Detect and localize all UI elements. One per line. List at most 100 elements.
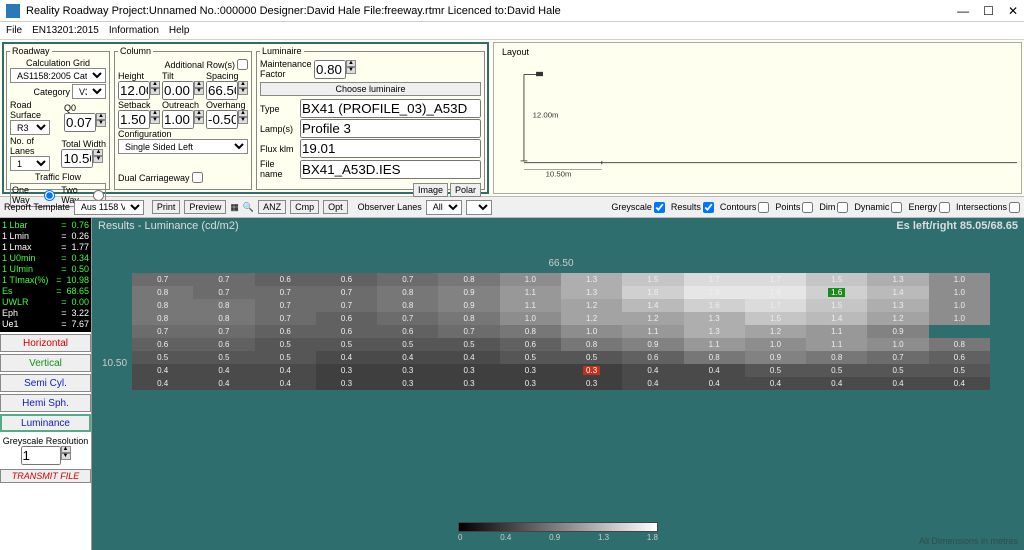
menu-file[interactable]: File <box>6 25 22 36</box>
file-input[interactable] <box>300 160 481 179</box>
minimize-button[interactable]: — <box>957 4 969 18</box>
menu-information[interactable]: Information <box>109 25 159 36</box>
type-input[interactable] <box>300 99 481 118</box>
type-label: Type <box>260 104 298 114</box>
lum-cell: 1.0 <box>500 312 561 325</box>
layout-title: Layout <box>502 47 1017 57</box>
menu-help[interactable]: Help <box>169 25 190 36</box>
chk-Intersections[interactable] <box>1009 202 1020 213</box>
lum-cell: 0.8 <box>193 312 254 325</box>
one-way-radio[interactable] <box>44 190 55 201</box>
lanes-select[interactable]: 1 <box>10 156 50 171</box>
outreach-input[interactable] <box>162 110 194 129</box>
column-panel: Column Additional Row(s) Height▲▼ Tilt▲▼… <box>114 46 252 190</box>
window-title: Reality Roadway Project:Unnamed No.:0000… <box>26 5 957 17</box>
spacing-input[interactable] <box>206 81 238 100</box>
lum-cell: 1.6 <box>806 286 867 299</box>
chk-Energy[interactable] <box>939 202 950 213</box>
config-select[interactable]: Single Sided Left <box>118 139 248 154</box>
hemi-sph-button[interactable]: Hemi Sph. <box>0 394 91 412</box>
chk-Contours[interactable] <box>758 202 769 213</box>
semi-cyl-button[interactable]: Semi Cyl. <box>0 374 91 392</box>
tool-icon-2[interactable]: 🔍 <box>243 202 254 213</box>
opt-button[interactable]: Opt <box>323 200 348 214</box>
chk-Dim[interactable] <box>837 202 848 213</box>
height-input[interactable] <box>118 81 150 100</box>
lum-cell: 1.2 <box>622 312 683 325</box>
lum-cell: 1.2 <box>745 325 806 338</box>
category-select[interactable]: V3 <box>72 84 106 99</box>
lum-cell: 1.3 <box>867 273 928 286</box>
grey-res-label: Greyscale Resolution <box>0 436 91 446</box>
lum-cell: 0.8 <box>561 338 622 351</box>
preview-button[interactable]: Preview <box>184 200 226 214</box>
transmit-button[interactable]: TRANSMIT FILE <box>0 469 91 483</box>
print-button[interactable]: Print <box>152 200 181 214</box>
lum-cell: 1.4 <box>806 312 867 325</box>
dual-check[interactable] <box>192 172 203 183</box>
lum-cell: 0.3 <box>561 364 622 377</box>
lum-cell: 0.6 <box>316 312 377 325</box>
anz-button[interactable]: ANZ <box>258 200 286 214</box>
calc-grid-select[interactable]: AS1158:2005 Cat V <box>10 68 106 83</box>
lum-cell: 1.0 <box>929 286 990 299</box>
image-button[interactable]: Image <box>413 183 448 197</box>
gradient-legend: 00.40.91.31.8 <box>458 522 658 542</box>
choose-luminaire-button[interactable]: Choose luminaire <box>260 82 481 96</box>
lum-cell: 0.7 <box>132 273 193 286</box>
lum-cell: 0.8 <box>132 286 193 299</box>
total-width-input[interactable] <box>61 149 93 168</box>
chk-Energy-label: Energy <box>908 202 937 212</box>
lum-cell: 1.6 <box>622 286 683 299</box>
overhang-input[interactable] <box>206 110 238 129</box>
total-width-label: Total Width <box>61 139 106 149</box>
vertical-button[interactable]: Vertical <box>0 354 91 372</box>
lum-cell: 0.9 <box>745 351 806 364</box>
chk-Contours-label: Contours <box>720 202 757 212</box>
lum-cell: 0.8 <box>438 312 499 325</box>
add-rows-check[interactable] <box>237 59 248 70</box>
report-template-label: Report Template <box>4 202 70 212</box>
lum-cell: 1.1 <box>622 325 683 338</box>
grey-res-input[interactable] <box>21 446 61 465</box>
lum-cell: 1.3 <box>684 325 745 338</box>
cmp-button[interactable]: Cmp <box>290 200 319 214</box>
lum-cell: 0.4 <box>132 364 193 377</box>
chk-Dynamic[interactable] <box>891 202 902 213</box>
results-right: Es left/right 85.05/68.65 <box>896 220 1018 232</box>
close-button[interactable]: ✕ <box>1008 4 1018 18</box>
road-surface-select[interactable]: R3 <box>10 120 50 135</box>
lum-cell: 0.5 <box>377 338 438 351</box>
results-title: Results - Luminance (cd/m2) <box>98 220 239 232</box>
lum-cell: 0.5 <box>255 338 316 351</box>
chk-Results[interactable] <box>703 202 714 213</box>
setback-input[interactable] <box>118 110 150 129</box>
lum-cell: 0.7 <box>377 312 438 325</box>
tilt-input[interactable] <box>162 81 194 100</box>
flux-input[interactable] <box>300 139 481 158</box>
maint-input[interactable] <box>314 60 346 79</box>
lum-cell: 0.4 <box>316 351 377 364</box>
report-template-select[interactable]: Aus 1158 V <box>74 200 144 215</box>
horizontal-button[interactable]: Horizontal <box>0 334 91 352</box>
tool-icon-1[interactable]: ▦ <box>230 202 239 213</box>
observer-select[interactable]: All <box>426 200 462 215</box>
q0-input[interactable] <box>64 113 96 132</box>
luminance-button[interactable]: Luminance <box>0 414 91 432</box>
lum-cell: 0.4 <box>132 377 193 390</box>
lum-cell: 0.7 <box>316 299 377 312</box>
observer-page[interactable]: 1 <box>466 200 492 215</box>
lamps-input[interactable] <box>300 119 481 138</box>
lum-cell: 0.7 <box>438 325 499 338</box>
lum-cell: 0.4 <box>929 377 990 390</box>
lum-cell: 0.6 <box>193 338 254 351</box>
lum-cell: 1.0 <box>929 312 990 325</box>
lum-cell: 0.4 <box>255 377 316 390</box>
lum-cell: 0.3 <box>500 364 561 377</box>
maximize-button[interactable]: ☐ <box>983 4 994 18</box>
chk-Points[interactable] <box>802 202 813 213</box>
lum-cell: 0.7 <box>132 325 193 338</box>
polar-button[interactable]: Polar <box>450 183 481 197</box>
menu-en13201[interactable]: EN13201:2015 <box>32 25 99 36</box>
chk-Greyscale[interactable] <box>654 202 665 213</box>
